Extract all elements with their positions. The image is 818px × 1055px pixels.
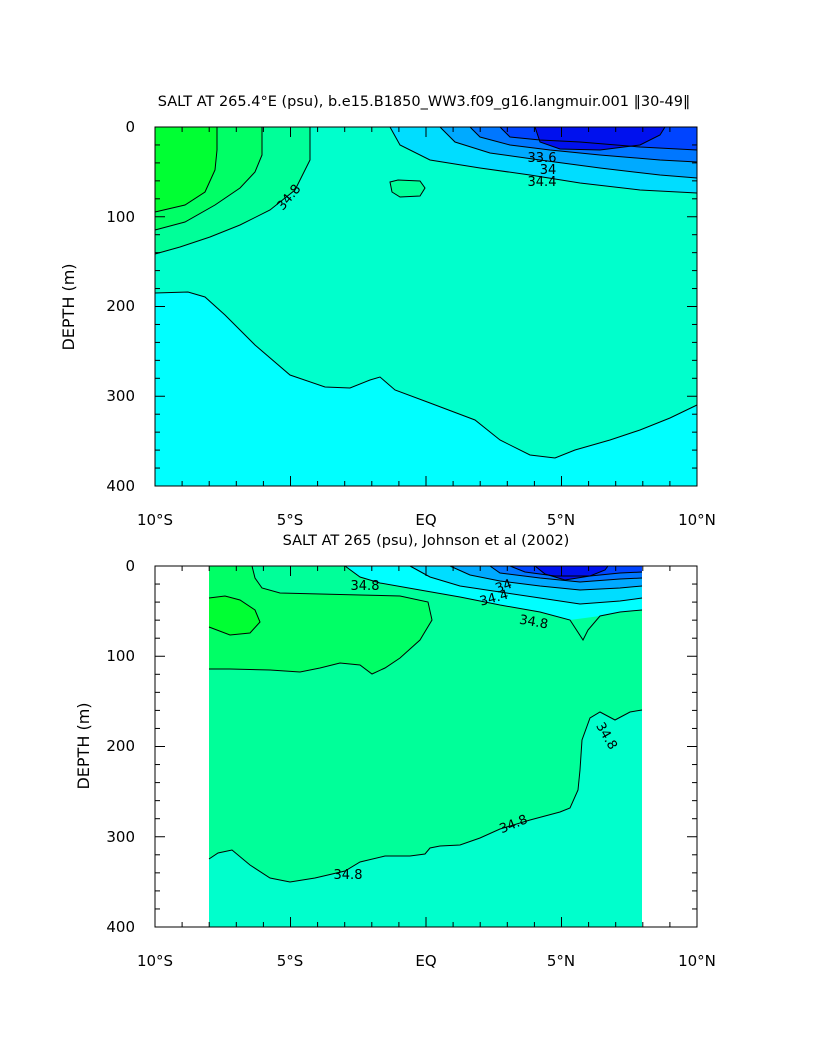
y-tick-label: 200 [106,737,135,755]
y-tick-label: 100 [106,208,135,226]
contour-line [389,126,698,194]
y-tick-label: 0 [125,118,135,136]
x-tick-label: 10°S [137,511,173,529]
fill-35.0-blob [390,180,425,197]
contour-line [344,565,643,642]
x-tick-label: 10°N [678,511,716,529]
contour-line [389,179,426,198]
contour-lines [208,565,643,883]
chart-title: SALT AT 265.4°E (psu), b.e15.B1850_WW3.f… [158,94,691,110]
y-axis-label: DEPTH (m) [74,702,93,789]
y-tick-label: 300 [106,828,135,846]
x-tick-labels: 10°S 5°S EQ 5°N 10°N [137,952,716,970]
contour-fill [209,566,642,927]
contour-line [409,565,643,605]
contour-line [489,565,643,583]
contour-line [499,126,698,151]
y-tick-label: 100 [106,647,135,665]
contour-line [439,126,698,179]
y-tick-label: 300 [106,387,135,405]
fill-32.8-band [535,127,665,150]
contour-line [509,565,643,577]
y-tick-labels: 0 100 200 300 400 [106,557,135,936]
contour-line [534,565,609,581]
contour-lines [154,126,698,459]
x-tick-label: 10°S [137,952,173,970]
contour-line [469,126,698,163]
contour-line [208,709,643,883]
contour-label: 34.8 [518,613,549,633]
contour-label: 34 [493,577,514,597]
contour-line [208,595,261,636]
panel-observations: SALT AT 265 (psu), Johnson et al (2002) [74,533,716,970]
panel-model: SALT AT 265.4°E (psu), b.e15.B1850_WW3.f… [59,94,716,529]
y-tick-label: 0 [125,557,135,575]
contour-line [449,565,643,591]
contour-fill [155,127,697,486]
x-tick-label: EQ [415,511,436,529]
contour-line [154,127,311,255]
x-tick-label: 5°S [277,952,304,970]
contour-label: 34.4 [478,588,510,610]
x-tick-label: EQ [415,952,436,970]
fill-35.2-band [209,566,432,674]
contour-line [154,291,698,459]
axis-ticks [154,565,698,928]
y-tick-labels: 0 100 200 300 400 [106,118,135,495]
fill-35.4-band [209,596,260,635]
chart-title: SALT AT 265 (psu), Johnson et al (2002) [283,533,570,549]
contour-label: 34.8 [334,868,363,883]
y-tick-label: 400 [106,477,135,495]
axis-ticks [154,126,698,487]
y-tick-label: 400 [106,918,135,936]
contour-line [209,565,433,675]
x-tick-label: 5°N [547,952,575,970]
x-tick-label: 5°N [547,511,575,529]
fill-34.8-band [155,127,697,458]
fill-32.8-band [535,566,608,580]
contour-line [534,126,666,151]
contour-label: 34.4 [528,175,557,190]
contour-label: 34.8 [351,579,380,594]
fill-35.4-band [155,127,217,212]
contour-line [154,127,218,213]
x-tick-label: 5°S [277,511,304,529]
contour-label: 34 [540,163,557,178]
contour-line [154,127,263,231]
y-tick-label: 200 [106,297,135,315]
x-tick-label: 10°N [678,952,716,970]
x-tick-labels: 10°S 5°S EQ 5°N 10°N [137,511,716,529]
y-axis-label: DEPTH (m) [59,263,78,350]
contour-label: 33.6 [528,151,557,166]
